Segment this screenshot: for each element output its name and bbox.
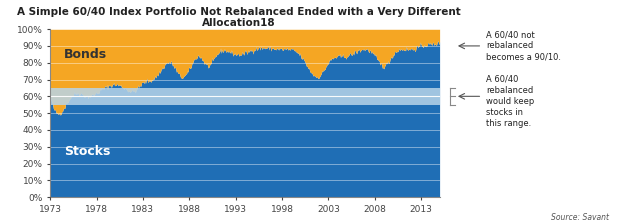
Text: Source: Savant: Source: Savant bbox=[551, 213, 609, 222]
Bar bbox=[50, 88, 440, 105]
Text: A 60/40 not
rebalanced
becomes a 90/10.: A 60/40 not rebalanced becomes a 90/10. bbox=[486, 30, 561, 62]
Text: Bonds: Bonds bbox=[64, 48, 107, 61]
Text: A 60/40
rebalanced
would keep
stocks in
this range.: A 60/40 rebalanced would keep stocks in … bbox=[486, 75, 534, 128]
Text: A Simple 60/40 Index Portfolio Not Rebalanced Ended with a Very Different Alloca: A Simple 60/40 Index Portfolio Not Rebal… bbox=[17, 7, 460, 28]
Text: Stocks: Stocks bbox=[64, 145, 111, 158]
